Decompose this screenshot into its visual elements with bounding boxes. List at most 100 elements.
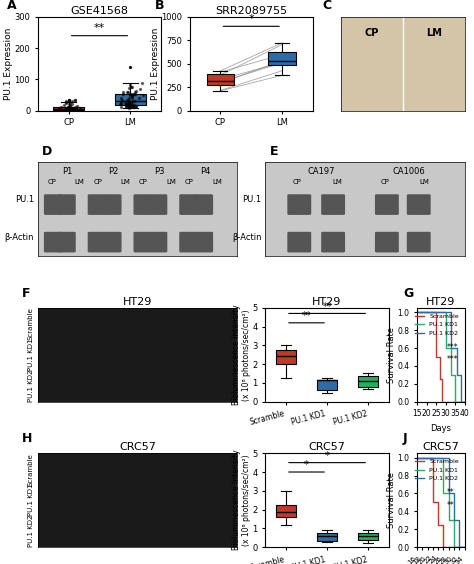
Text: Scramble: Scramble (28, 307, 34, 340)
FancyBboxPatch shape (375, 194, 399, 215)
Text: P3: P3 (154, 167, 164, 176)
Point (64, 103, 71, 112)
Point (70, 105, 77, 114)
Point (118, 96, 126, 105)
Point (138, 78, 146, 87)
Text: β-Actin: β-Actin (4, 233, 34, 242)
Text: CP: CP (185, 179, 194, 185)
FancyBboxPatch shape (179, 232, 197, 253)
Point (61, 105, 69, 114)
Point (66, 106, 74, 115)
FancyBboxPatch shape (407, 194, 431, 215)
Text: LM: LM (166, 179, 176, 185)
Point (55, 103, 63, 112)
Point (124, 96, 131, 105)
PathPatch shape (358, 376, 378, 387)
Point (125, 100, 132, 109)
Point (66, 101, 73, 110)
Point (64, 103, 72, 112)
Point (131, 96, 139, 105)
Point (119, 89, 127, 98)
Point (132, 102, 140, 111)
Text: **: ** (302, 311, 311, 321)
Point (116, 99, 124, 108)
Point (72, 96, 79, 105)
Point (129, 103, 137, 112)
Title: CRC57: CRC57 (422, 443, 459, 452)
Text: PU.1: PU.1 (242, 195, 262, 204)
Point (131, 103, 138, 112)
Text: *: * (248, 14, 254, 24)
Point (65, 104, 73, 113)
Text: Scramble: Scramble (28, 453, 34, 486)
Point (72, 104, 80, 113)
Text: P2: P2 (109, 167, 119, 176)
Y-axis label: Bioluminescence Intensity
(x 10⁶ photons/sec/cm²): Bioluminescence Intensity (x 10⁶ photons… (232, 450, 251, 550)
Point (126, 100, 134, 109)
Point (63, 99, 70, 108)
Point (130, 101, 137, 110)
PathPatch shape (276, 505, 296, 517)
Text: β-Actin: β-Actin (232, 233, 262, 242)
Point (126, 103, 133, 112)
Point (77, 105, 84, 114)
PathPatch shape (276, 350, 296, 364)
Title: CRC57: CRC57 (309, 443, 346, 452)
Text: CP: CP (47, 179, 56, 185)
Text: J: J (403, 432, 408, 445)
Point (121, 99, 129, 108)
Point (60, 100, 68, 109)
Text: *: * (304, 460, 309, 470)
Text: D: D (42, 145, 52, 158)
Point (60, 106, 68, 115)
Point (128, 94, 136, 103)
Point (123, 87, 130, 96)
Point (126, 103, 133, 112)
Point (124, 88, 132, 97)
Text: PU.1 KD1: PU.1 KD1 (28, 484, 34, 517)
Point (126, 100, 134, 109)
FancyBboxPatch shape (321, 194, 345, 215)
Point (67, 105, 74, 114)
Point (66, 102, 74, 111)
Point (126, 91, 134, 100)
Y-axis label: Survival Rate: Survival Rate (387, 472, 396, 528)
Point (64, 103, 72, 112)
Point (128, 91, 136, 100)
Text: **: ** (447, 488, 454, 497)
Point (129, 96, 137, 105)
Point (126, 90, 134, 99)
Point (73, 102, 81, 111)
Text: PU.1: PU.1 (15, 195, 34, 204)
Text: P4: P4 (200, 167, 210, 176)
Point (65, 103, 73, 112)
Point (125, 84, 132, 93)
PathPatch shape (268, 52, 296, 65)
Text: F: F (22, 287, 30, 299)
Text: ***: *** (447, 355, 458, 364)
Point (62, 98, 70, 107)
Point (131, 87, 139, 96)
Point (128, 83, 135, 92)
FancyBboxPatch shape (88, 232, 106, 253)
Point (64, 103, 71, 112)
Title: HT29: HT29 (312, 297, 342, 307)
Point (130, 89, 137, 98)
FancyBboxPatch shape (287, 194, 311, 215)
Point (70, 105, 78, 114)
Text: CP: CP (93, 179, 102, 185)
Point (125, 103, 132, 112)
Text: CA197: CA197 (308, 167, 335, 176)
Legend: Scramble, PU.1 KD1, PU.1 KD2: Scramble, PU.1 KD1, PU.1 KD2 (412, 456, 461, 484)
Point (68, 97, 76, 106)
Title: HT29: HT29 (426, 297, 456, 307)
Text: B: B (155, 0, 164, 12)
Point (63, 106, 71, 115)
Point (139, 91, 146, 100)
Text: **: ** (94, 23, 105, 33)
Point (57, 102, 65, 111)
Point (63, 105, 71, 114)
Text: PU.1 KD1: PU.1 KD1 (28, 338, 34, 371)
PathPatch shape (207, 74, 234, 85)
Point (63, 97, 70, 106)
